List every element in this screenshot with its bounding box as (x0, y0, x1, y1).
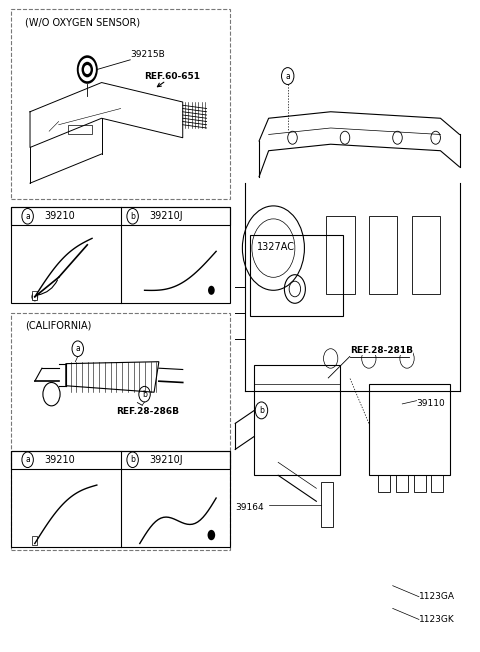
Text: 39210J: 39210J (149, 211, 183, 221)
Circle shape (82, 62, 93, 78)
Bar (254, 365, 340, 475)
Circle shape (84, 65, 91, 74)
Text: 1123GA: 1123GA (419, 592, 455, 601)
Text: a: a (285, 72, 290, 81)
Text: a: a (25, 455, 30, 464)
Bar (378, 475, 390, 492)
Text: 39164: 39164 (235, 503, 264, 512)
Circle shape (32, 292, 38, 301)
Text: (CALIFORNIA): (CALIFORNIA) (25, 321, 92, 331)
Text: 1123GK: 1123GK (419, 615, 455, 624)
Bar (33, 536, 37, 546)
Text: a: a (75, 344, 80, 353)
Bar (369, 385, 450, 475)
Bar (11, 9, 230, 200)
Text: b: b (259, 406, 264, 415)
Bar (396, 475, 408, 492)
Text: 39210: 39210 (44, 211, 75, 221)
Bar (414, 475, 426, 492)
Text: b: b (142, 390, 147, 398)
Text: b: b (130, 455, 135, 464)
Text: 1327AC: 1327AC (257, 242, 295, 252)
Bar (11, 451, 230, 547)
Bar (68, 125, 92, 134)
Text: (W/O OXYGEN SENSOR): (W/O OXYGEN SENSOR) (25, 18, 140, 27)
Text: a: a (25, 212, 30, 221)
Bar (11, 207, 230, 226)
Circle shape (79, 58, 96, 82)
Bar (11, 313, 230, 550)
Bar (412, 216, 441, 293)
Text: REF.60-651: REF.60-651 (144, 72, 201, 87)
Text: 39210: 39210 (44, 454, 75, 465)
Bar (11, 451, 230, 469)
Bar (33, 291, 37, 300)
Bar (11, 207, 230, 303)
Bar (250, 235, 343, 316)
Text: 39210J: 39210J (149, 454, 183, 465)
Bar (432, 475, 444, 492)
Text: REF.28-286B: REF.28-286B (116, 407, 179, 416)
Text: b: b (130, 212, 135, 221)
Bar (369, 216, 397, 293)
Text: 39110: 39110 (417, 400, 445, 408)
Text: 39215B: 39215B (130, 50, 165, 59)
Circle shape (207, 530, 215, 541)
Circle shape (208, 286, 215, 295)
Text: REF.28-281B: REF.28-281B (350, 346, 413, 355)
Bar (326, 216, 355, 293)
Bar (321, 482, 333, 527)
Circle shape (77, 55, 98, 84)
